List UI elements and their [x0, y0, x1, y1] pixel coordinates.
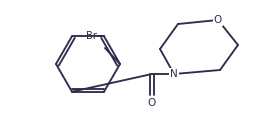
Text: N: N: [170, 69, 178, 79]
Text: O: O: [148, 98, 156, 108]
Text: Br: Br: [86, 31, 97, 41]
Text: O: O: [214, 15, 222, 25]
